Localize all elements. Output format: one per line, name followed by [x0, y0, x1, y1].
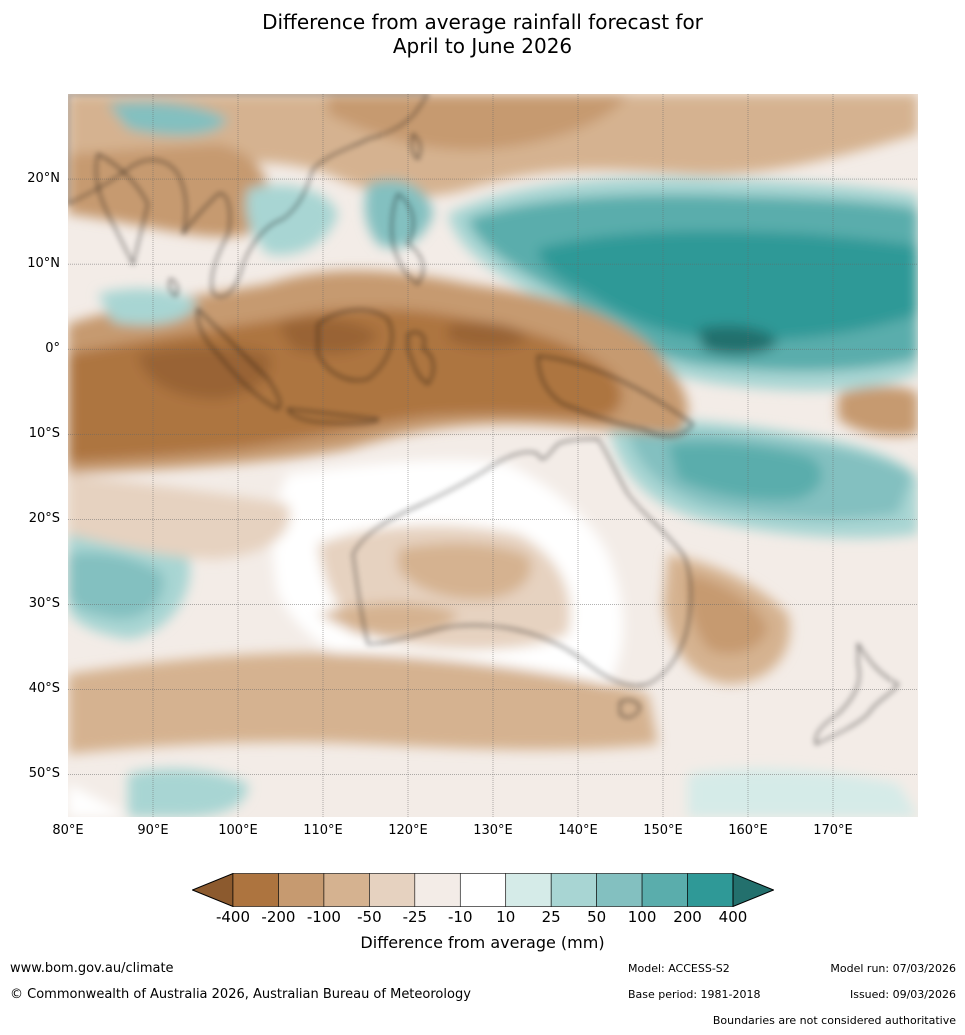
colorbar-svg	[191, 872, 775, 908]
footer-model-run: Model run: 07/03/2026	[830, 962, 956, 975]
colorbar-min-extension	[191, 872, 234, 908]
colorbar-tick-label: -100	[306, 908, 341, 926]
latitude-label: 20°N	[27, 171, 60, 187]
latitude-label: 0°	[45, 341, 60, 357]
longitude-label: 100°E	[218, 823, 258, 838]
colorbar-swatch	[323, 873, 370, 907]
footer-disclaimer: Boundaries are not considered authoritat…	[712, 1014, 956, 1027]
colorbar-tick-label: 200	[673, 908, 702, 926]
colorbar-tick-label: -400	[215, 908, 251, 926]
coastlines	[68, 94, 899, 745]
colorbar	[191, 872, 775, 908]
colorbar-tick-label: -50	[357, 908, 382, 926]
footer-copyright: © Commonwealth of Australia 2026, Austra…	[10, 987, 471, 1002]
colorbar-swatch	[596, 873, 643, 907]
colorbar-tick-label: -25	[402, 908, 428, 926]
rainfall-anomaly-fields	[68, 94, 918, 817]
longitude-label: 110°E	[303, 823, 343, 838]
map-title: Difference from average rainfall forecas…	[0, 10, 965, 58]
longitude-label: 160°E	[728, 823, 768, 838]
map-canvas	[68, 94, 918, 817]
latitude-label: 10°S	[28, 426, 60, 442]
colorbar-swatch	[687, 873, 734, 907]
latitude-label: 10°N	[27, 256, 60, 272]
colorbar-max-extension	[732, 872, 775, 908]
footer-base-period: Base period: 1981-2018	[628, 988, 761, 1001]
colorbar-swatch	[641, 873, 688, 907]
footer-model: Model: ACCESS-S2	[628, 962, 730, 975]
colorbar-swatch	[278, 873, 325, 907]
longitude-label: 140°E	[558, 823, 598, 838]
footer-url[interactable]: www.bom.gov.au/climate	[10, 961, 174, 976]
colorbar-tick-label: 25	[541, 908, 561, 926]
longitude-label: 80°E	[52, 823, 84, 838]
colorbar-swatch	[232, 873, 279, 907]
longitude-label: 150°E	[643, 823, 683, 838]
latitude-label: 30°S	[28, 596, 60, 612]
title-line-1: Difference from average rainfall forecas…	[262, 10, 703, 34]
colorbar-tick-label: 10	[496, 908, 516, 926]
colorbar-swatch	[459, 873, 507, 907]
longitude-label: 170°E	[813, 823, 853, 838]
colorbar-tick-label: -200	[261, 908, 296, 926]
latitude-label: 50°S	[28, 766, 60, 782]
colorbar-swatch	[369, 873, 416, 907]
latitude-label: 40°S	[28, 681, 60, 697]
graticule	[68, 94, 918, 817]
colorbar-tick-label: 50	[587, 908, 607, 926]
colorbar-label: Difference from average (mm)	[360, 933, 605, 952]
longitude-label: 120°E	[388, 823, 428, 838]
colorbar-tick-label: -10	[448, 908, 473, 926]
colorbar-tick-label: 400	[718, 908, 748, 926]
colorbar-swatch	[414, 873, 461, 907]
title-line-2: April to June 2026	[392, 34, 573, 58]
colorbar-swatch	[505, 873, 552, 907]
latitude-label: 20°S	[28, 511, 60, 527]
footer-issued: Issued: 09/03/2026	[849, 988, 956, 1001]
longitude-label: 90°E	[137, 823, 169, 838]
colorbar-tick-label: 100	[627, 908, 657, 926]
longitude-label: 130°E	[473, 823, 513, 838]
rainfall-map	[68, 94, 918, 817]
colorbar-swatch	[550, 873, 597, 907]
